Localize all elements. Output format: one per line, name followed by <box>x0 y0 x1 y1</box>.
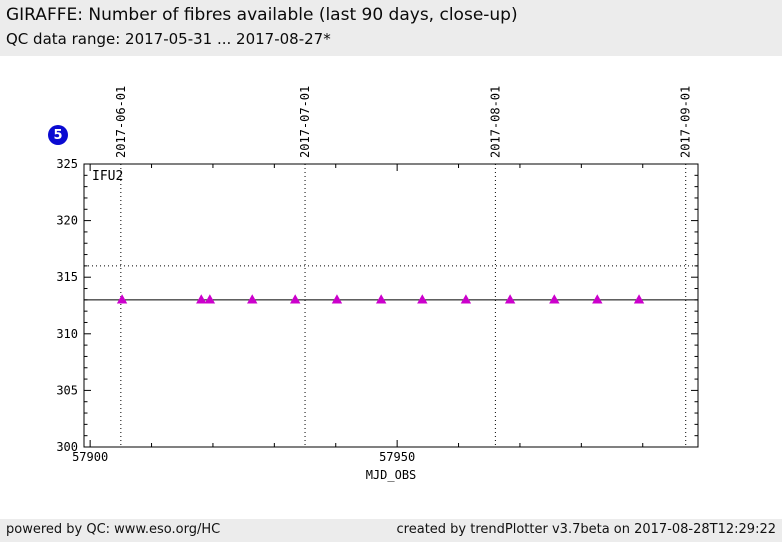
y-tick-label: 300 <box>56 440 78 454</box>
top-axis-date-label: 2017-07-01 <box>298 86 312 158</box>
month-gridlines <box>120 164 687 447</box>
data-point-triangle <box>592 294 603 304</box>
page-title: GIRAFFE: Number of fibres available (las… <box>6 5 518 25</box>
x-tick-label: 57950 <box>379 450 415 464</box>
header-band: GIRAFFE: Number of fibres available (las… <box>0 0 782 56</box>
data-points <box>116 294 645 304</box>
footer-band: powered by QC: www.eso.org/HC created by… <box>0 519 782 542</box>
data-point-triangle <box>247 294 258 304</box>
y-tick-label: 315 <box>56 270 78 284</box>
data-point-triangle <box>460 294 472 304</box>
axis-ticks <box>84 163 698 448</box>
x-tick-label: 57900 <box>72 450 108 464</box>
data-point-triangle <box>196 294 207 304</box>
score-badge-label: 5 <box>53 127 63 143</box>
footer-created-by: created by trendPlotter v3.7beta on 2017… <box>396 522 776 537</box>
reference-lines <box>84 265 698 301</box>
data-point-triangle <box>549 294 560 304</box>
y-tick-label: 320 <box>56 214 78 228</box>
footer-powered-by: powered by QC: www.eso.org/HC <box>6 522 221 537</box>
x-axis-title: MJD_OBS <box>366 468 417 482</box>
qc-data-range: QC data range: 2017-05-31 ... 2017-08-27… <box>6 30 331 48</box>
data-point-triangle <box>331 294 343 304</box>
top-axis-date-label: 2017-08-01 <box>488 86 502 158</box>
data-point-triangle <box>417 294 428 304</box>
data-point-triangle <box>504 294 516 304</box>
data-point-triangle <box>633 294 645 304</box>
inset-series-label: IFU2 <box>92 169 123 184</box>
axis-labels: 2017-06-01 2017-07-01 2017-08-01 2017-09-01… <box>56 86 692 482</box>
plot-border <box>83 163 699 448</box>
y-tick-label: 310 <box>56 327 78 341</box>
score-badge[interactable]: 5 <box>48 125 68 145</box>
data-point-triangle <box>290 294 301 304</box>
y-tick-label: 305 <box>56 383 78 397</box>
data-point-triangle <box>116 294 128 304</box>
plot-border-rect <box>83 163 699 448</box>
data-point-triangle <box>375 294 387 304</box>
top-axis-date-label: 2017-09-01 <box>679 86 693 158</box>
y-tick-label: 325 <box>56 157 78 171</box>
data-point-triangle <box>204 294 216 304</box>
top-axis-date-label: 2017-06-01 <box>114 86 128 158</box>
